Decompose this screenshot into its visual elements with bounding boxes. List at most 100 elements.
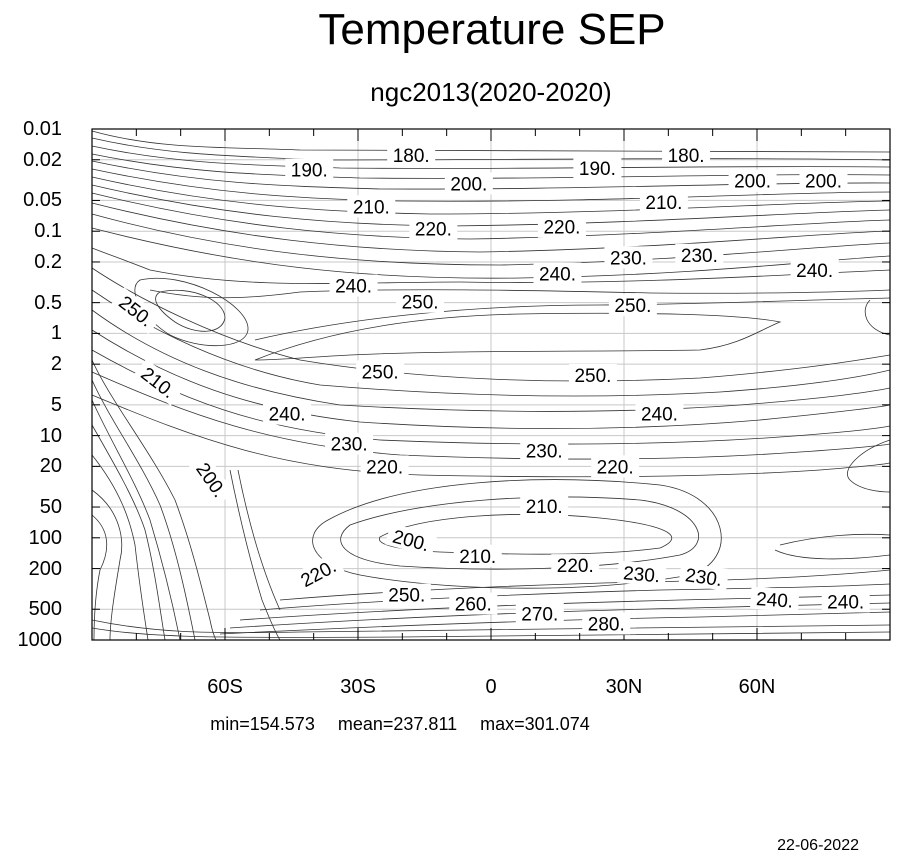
svg-text:230.: 230. — [681, 246, 718, 267]
contour-label: 230. — [604, 246, 653, 269]
contour-label: 180. — [387, 144, 436, 167]
contour-label: 250. — [356, 360, 405, 383]
svg-text:250.: 250. — [574, 366, 611, 387]
contour-label: 230. — [678, 562, 730, 591]
svg-text:210.: 210. — [353, 197, 390, 218]
contour-label: 270. — [515, 602, 564, 625]
contour-label: 230. — [675, 243, 724, 267]
svg-text:200.: 200. — [734, 172, 771, 193]
svg-text:220.: 220. — [415, 219, 452, 240]
y-tick-label: 200 — [28, 557, 62, 580]
x-tick-label: 0 — [485, 676, 497, 698]
y-tick-label: 0.2 — [34, 250, 62, 273]
contour-label: 200. — [385, 523, 438, 557]
contour-label: 240. — [750, 586, 800, 613]
contour-label: 220. — [291, 551, 345, 594]
chart-subtitle: ngc2013(2020-2020) — [370, 77, 612, 107]
y-tick-label: 0.01 — [23, 118, 62, 140]
x-tick-label: 30S — [340, 676, 376, 698]
svg-text:220.: 220. — [597, 457, 634, 478]
y-tick-label: 20 — [39, 455, 62, 478]
contour-label: 250. — [382, 583, 431, 607]
y-tick-label: 2 — [50, 353, 62, 376]
contour-label: 240. — [790, 259, 839, 282]
svg-text:240.: 240. — [827, 592, 864, 613]
contour-label: 250. — [568, 363, 617, 387]
contour-label: 210. — [520, 495, 569, 518]
y-tick-label: 0.05 — [23, 189, 62, 212]
x-tick-label: 30N — [605, 676, 643, 698]
contour-label: 180. — [662, 144, 711, 167]
svg-text:230.: 230. — [610, 248, 647, 269]
contour-label: 230. — [325, 432, 374, 456]
svg-text:200.: 200. — [805, 172, 842, 193]
y-tick-label: 0.02 — [23, 148, 62, 171]
svg-text:230.: 230. — [684, 565, 724, 591]
y-tick-label: 5 — [50, 393, 62, 416]
svg-text:210.: 210. — [526, 497, 563, 518]
y-tick-label: 10 — [39, 424, 62, 447]
y-tick-label: 1000 — [17, 629, 63, 651]
contour-label: 260. — [449, 592, 498, 616]
svg-text:240.: 240. — [335, 277, 372, 298]
contour-label: 280. — [582, 612, 631, 636]
contour-label: 210. — [453, 544, 502, 568]
stat-mean: mean=237.811 — [337, 714, 458, 734]
contour-label: 240. — [329, 274, 378, 298]
contour-label: 220. — [551, 554, 600, 577]
contour-label: 220. — [409, 217, 458, 240]
y-tick-label: 50 — [39, 496, 62, 519]
contour-label: 220. — [591, 455, 640, 478]
svg-text:200.: 200. — [390, 526, 431, 556]
svg-text:280.: 280. — [588, 615, 625, 636]
contour-label: 190. — [573, 156, 622, 180]
contour-label: 230. — [520, 439, 569, 463]
svg-text:240.: 240. — [539, 265, 576, 286]
contour-label: 240. — [635, 402, 684, 426]
contour-label: 250. — [608, 294, 657, 317]
stat-min: min=154.573 — [210, 714, 315, 734]
y-tick-label: 100 — [28, 526, 62, 549]
y-tick-label: 1 — [50, 322, 62, 345]
contour-label: 240. — [263, 402, 312, 426]
contour-label: 220. — [360, 455, 409, 478]
svg-text:230.: 230. — [526, 442, 563, 463]
svg-text:270.: 270. — [521, 604, 558, 625]
plot-frame — [91, 128, 891, 641]
contour-label: 230. — [616, 560, 667, 587]
contour-label: 240. — [821, 590, 870, 613]
contour-label: 240. — [533, 262, 582, 286]
svg-text:180.: 180. — [393, 146, 430, 167]
svg-text:240.: 240. — [755, 589, 793, 613]
svg-text:240.: 240. — [641, 405, 678, 426]
svg-text:210.: 210. — [459, 547, 496, 568]
svg-text:250.: 250. — [362, 362, 399, 383]
contour-label: 200. — [444, 172, 493, 195]
svg-text:260.: 260. — [455, 595, 492, 616]
date-stamp: 22-06-2022 — [777, 837, 859, 854]
contour-label: 200. — [188, 453, 235, 506]
contour-label: 200. — [799, 169, 848, 193]
contour-label: 210. — [347, 195, 396, 218]
svg-text:200.: 200. — [450, 174, 487, 195]
svg-text:250.: 250. — [388, 586, 425, 607]
svg-text:190.: 190. — [291, 161, 328, 182]
svg-text:240.: 240. — [796, 261, 833, 282]
svg-text:230.: 230. — [622, 563, 661, 587]
svg-text:180.: 180. — [668, 146, 705, 167]
svg-text:220.: 220. — [543, 218, 580, 239]
chart-title: Temperature SEP — [318, 5, 666, 54]
svg-text:230.: 230. — [331, 435, 368, 456]
contour-label: 190. — [285, 158, 334, 182]
svg-text:250.: 250. — [614, 296, 651, 317]
svg-text:220.: 220. — [366, 457, 403, 478]
svg-text:220.: 220. — [557, 556, 594, 577]
svg-text:240.: 240. — [269, 405, 306, 426]
svg-text:190.: 190. — [579, 159, 616, 180]
contour-label: 250. — [396, 290, 445, 314]
contour-label: 200. — [728, 169, 777, 193]
svg-text:210.: 210. — [645, 193, 682, 214]
x-tick-label: 60N — [738, 676, 776, 698]
contour-label: 220. — [537, 215, 586, 239]
